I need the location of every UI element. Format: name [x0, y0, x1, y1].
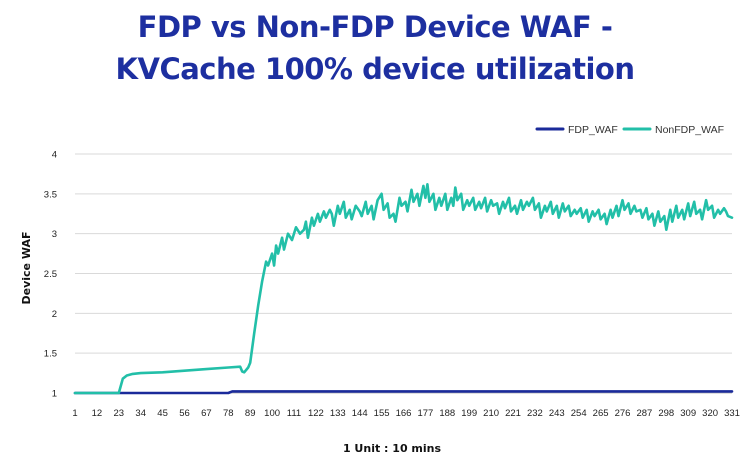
y-tick-label: 3.5	[44, 189, 57, 200]
chart-title-line-2: KVCache 100% device utilization	[115, 52, 635, 86]
x-tick-label: 133	[330, 408, 346, 419]
x-tick-label: 177	[417, 408, 433, 419]
x-tick-label: 34	[135, 408, 146, 419]
x-tick-label: 199	[461, 408, 477, 419]
chart-title: FDP vs Non-FDP Device WAF - KVCache 100%…	[0, 6, 750, 90]
x-tick-label: 232	[527, 408, 543, 419]
x-tick-label: 23	[114, 408, 125, 419]
y-tick-label: 3	[52, 229, 57, 240]
x-tick-label: 12	[92, 408, 103, 419]
series-line-nonfdp-waf	[73, 183, 734, 395]
x-axis-title: 1 Unit : 10 mins	[343, 442, 442, 455]
x-tick-label: 188	[439, 408, 455, 419]
x-tick-label: 56	[179, 408, 190, 419]
x-tick-label: 276	[615, 408, 631, 419]
y-tick-label: 4	[52, 150, 57, 161]
series-lines	[73, 183, 734, 395]
x-tick-label: 320	[702, 408, 718, 419]
x-tick-label: 89	[245, 408, 256, 419]
y-tick-label: 2	[52, 309, 57, 320]
legend-label: NonFDP_WAF	[655, 124, 724, 136]
x-tick-label: 254	[571, 408, 587, 419]
y-tick-label: 1.5	[44, 349, 57, 360]
x-tick-label: 331	[724, 408, 740, 419]
x-tick-label: 210	[483, 408, 499, 419]
x-tick-label: 100	[264, 408, 280, 419]
x-tick-label: 298	[658, 408, 674, 419]
y-tick-label: 1	[52, 389, 57, 400]
x-tick-label: 45	[157, 408, 168, 419]
x-tick-label: 78	[223, 408, 234, 419]
x-tick-label: 309	[680, 408, 696, 419]
x-tick-label: 265	[593, 408, 609, 419]
x-tick-label: 122	[308, 408, 324, 419]
x-tick-label: 1	[72, 408, 77, 419]
x-tick-label: 243	[549, 408, 565, 419]
x-tick-label: 155	[374, 408, 390, 419]
y-tick-label: 2.5	[44, 269, 57, 280]
y-axis-title: Device WAF	[20, 231, 33, 304]
x-tick-label: 67	[201, 408, 212, 419]
legend-label: FDP_WAF	[568, 124, 618, 136]
legend: FDP_WAF NonFDP_WAF	[535, 124, 724, 136]
x-axis-ticks: 1 12 23 34 45 56 67 78 89 100 111 122 133 144 155 166 17…	[72, 408, 740, 419]
x-tick-label: 287	[636, 408, 652, 419]
y-axis-ticks: 1 1.5 2 2.5 3 3.5 4	[44, 150, 57, 400]
chart-title-line-1: FDP vs Non-FDP Device WAF -	[137, 10, 613, 44]
x-tick-label: 111	[287, 408, 301, 419]
x-tick-label: 221	[505, 408, 521, 419]
series-line-fdp-waf	[73, 390, 734, 395]
x-tick-label: 144	[352, 408, 368, 419]
x-tick-label: 166	[396, 408, 412, 419]
grid-lines	[75, 153, 732, 394]
